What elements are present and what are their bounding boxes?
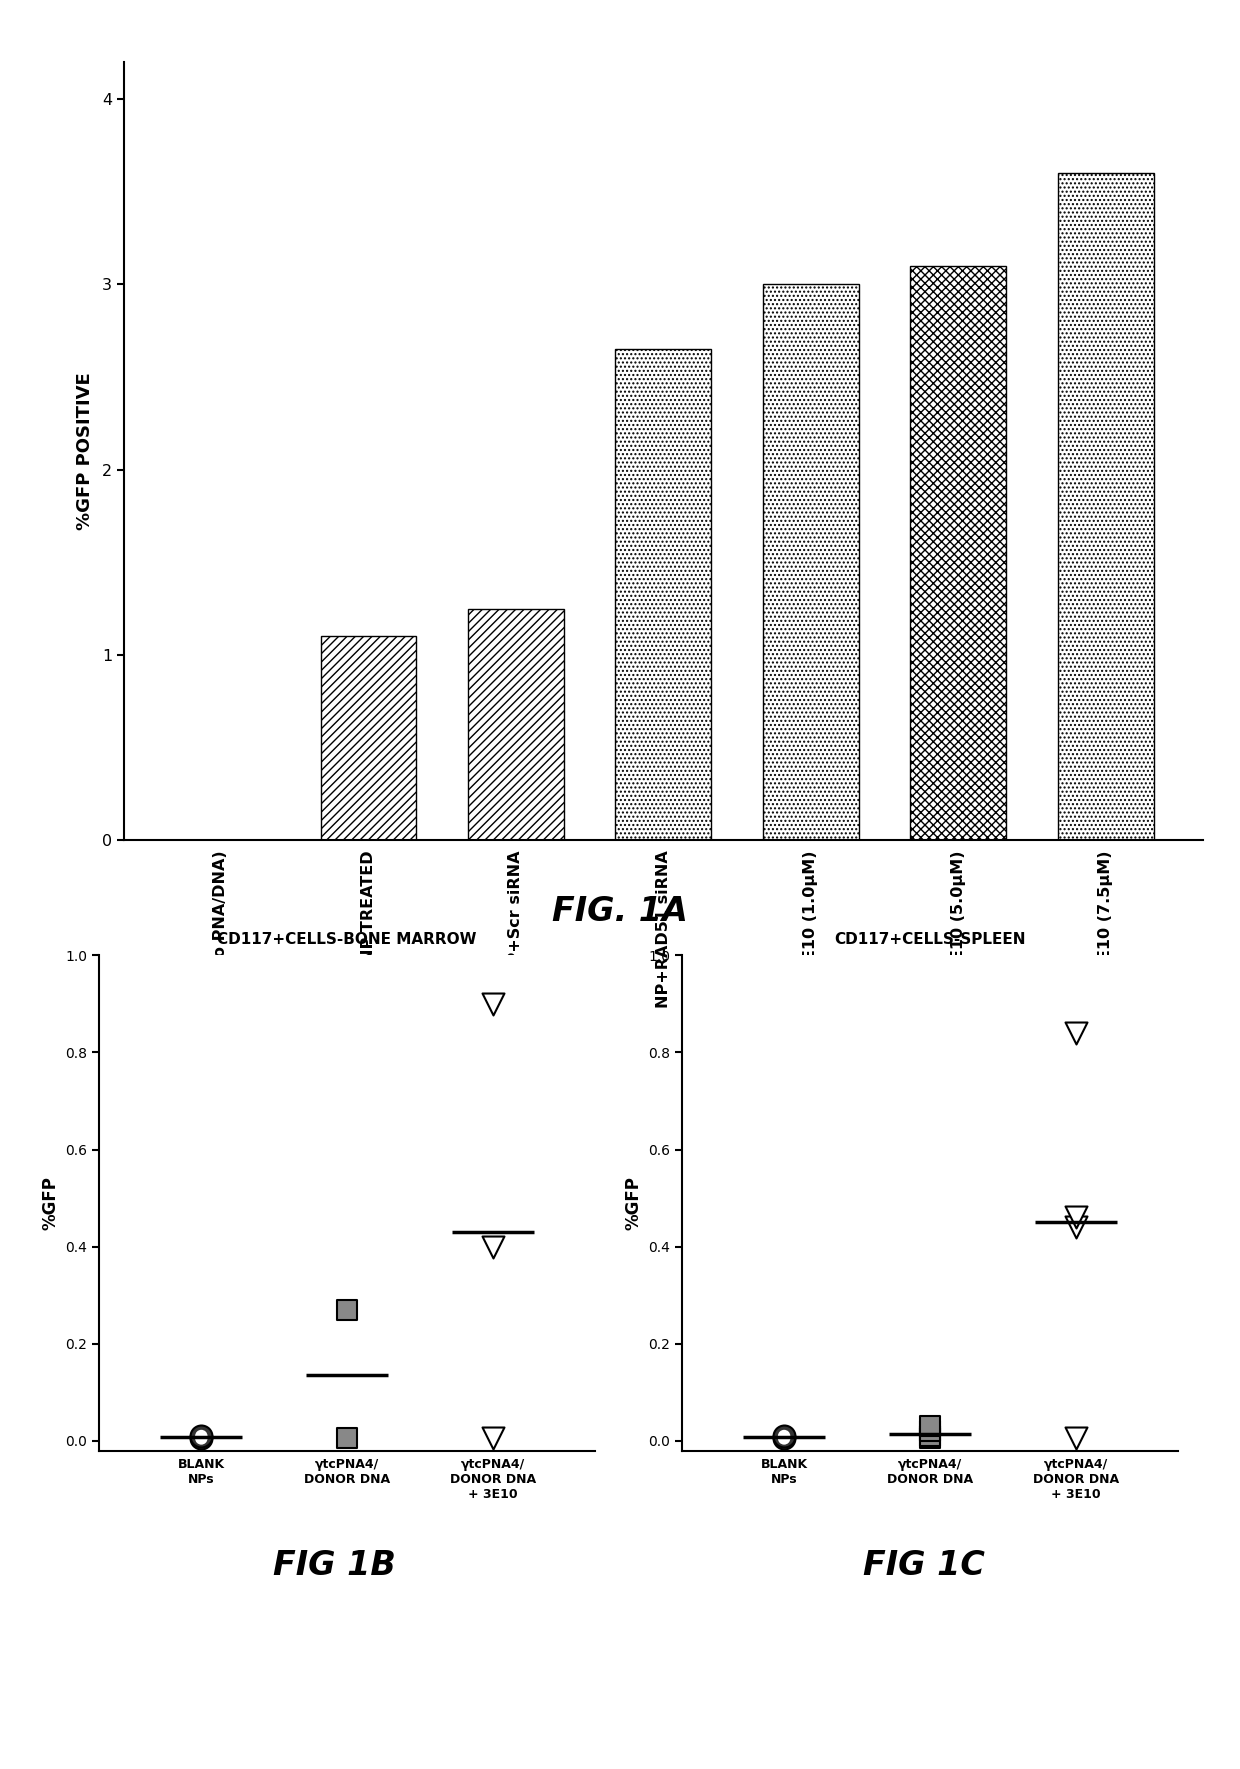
Point [774,1424,794,1452]
Point [484,989,503,1017]
Text: FIG 1C: FIG 1C [863,1550,985,1581]
Bar [467,609,564,840]
Title: CD117+CELLS-BONE MARROW: CD117+CELLS-BONE MARROW [217,932,477,946]
Point [484,1424,503,1452]
Point [1066,1214,1086,1242]
Point [191,1422,211,1451]
Point [1066,1203,1086,1231]
Bar [763,285,859,840]
Point [484,1233,503,1261]
Point [920,1422,940,1451]
Point [484,1233,503,1261]
Point [484,989,503,1017]
Y-axis label: %GFP: %GFP [42,1176,60,1229]
Bar [615,348,712,840]
Point [920,1417,940,1445]
Title: CD117+CELLS-SPLEEN: CD117+CELLS-SPLEEN [835,932,1025,946]
Point [337,1295,357,1323]
Point [1066,1424,1086,1452]
Point [191,1422,211,1451]
Point [1066,1214,1086,1242]
Point [1066,1424,1086,1452]
Point [920,1412,940,1440]
Point [774,1424,794,1452]
Point [774,1422,794,1451]
Point [1066,1019,1086,1047]
Bar [1058,173,1153,840]
Point [920,1424,940,1452]
Point [1066,1203,1086,1231]
Y-axis label: %GFP: %GFP [625,1176,642,1229]
Point [774,1422,794,1451]
Point [337,1424,357,1452]
Text: FIG. 1A: FIG. 1A [552,895,688,927]
Y-axis label: %GFP POSITIVE: %GFP POSITIVE [76,371,93,531]
Point [1066,1019,1086,1047]
Point [484,1424,503,1452]
Text: FIG 1B: FIG 1B [273,1550,397,1581]
Bar [320,637,417,840]
Point [191,1424,211,1452]
Point [191,1424,211,1452]
Bar [910,265,1007,840]
